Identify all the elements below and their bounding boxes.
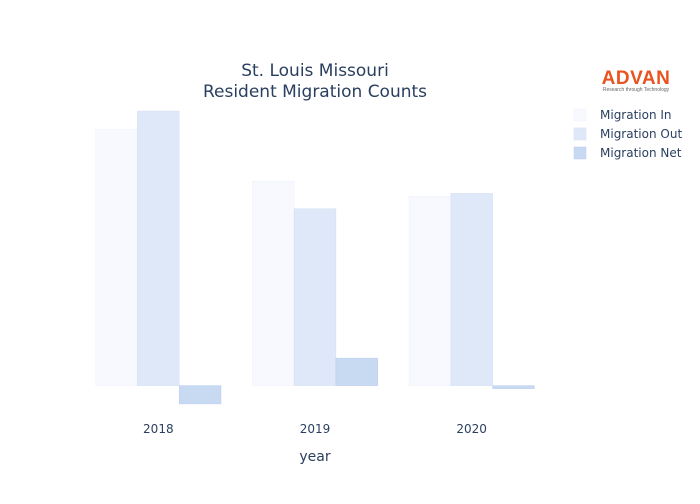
- legend[interactable]: Migration In Migration Out Migration Net: [573, 108, 682, 160]
- legend-item-migration-net[interactable]: Migration Net: [573, 146, 682, 160]
- legend-label-migration-out: Migration Out: [600, 127, 682, 141]
- bars-layer: [95, 110, 535, 405]
- bar-migration-out-2018[interactable]: [137, 110, 180, 386]
- chart-title-line-1: St. Louis Missouri: [241, 61, 389, 81]
- bar-migration-out-2020[interactable]: [450, 193, 493, 386]
- bar-migration-out-2019[interactable]: [293, 208, 337, 386]
- legend-swatch-migration-out: [573, 127, 587, 141]
- bar-migration-in-2018[interactable]: [95, 129, 138, 386]
- legend-swatch-migration-in: [573, 108, 587, 122]
- advan-logo: ADVAN Research through Technology: [602, 68, 671, 93]
- legend-label-migration-in: Migration In: [600, 108, 672, 122]
- legend-item-migration-in[interactable]: Migration In: [573, 108, 672, 122]
- legend-label-migration-net: Migration Net: [600, 146, 682, 160]
- logo-tagline-text: Research through Technology: [603, 87, 670, 93]
- x-tick-labels: 2018 2019 2020: [143, 422, 487, 436]
- x-tick-label-2020: 2020: [456, 422, 487, 436]
- bar-migration-in-2019[interactable]: [252, 180, 295, 386]
- legend-swatch-migration-net: [573, 146, 587, 160]
- x-tick-label-2018: 2018: [143, 422, 174, 436]
- bar-migration-net-2020[interactable]: [492, 385, 535, 389]
- x-tick-label-2019: 2019: [300, 422, 331, 436]
- chart-title-line-2: Resident Migration Counts: [203, 82, 427, 102]
- bar-migration-net-2019[interactable]: [335, 357, 378, 386]
- legend-item-migration-out[interactable]: Migration Out: [573, 127, 682, 141]
- bar-migration-in-2020[interactable]: [408, 196, 452, 386]
- logo-brand-text: ADVAN: [602, 68, 671, 89]
- x-axis-title: year: [299, 449, 330, 465]
- bar-migration-net-2018[interactable]: [178, 385, 222, 405]
